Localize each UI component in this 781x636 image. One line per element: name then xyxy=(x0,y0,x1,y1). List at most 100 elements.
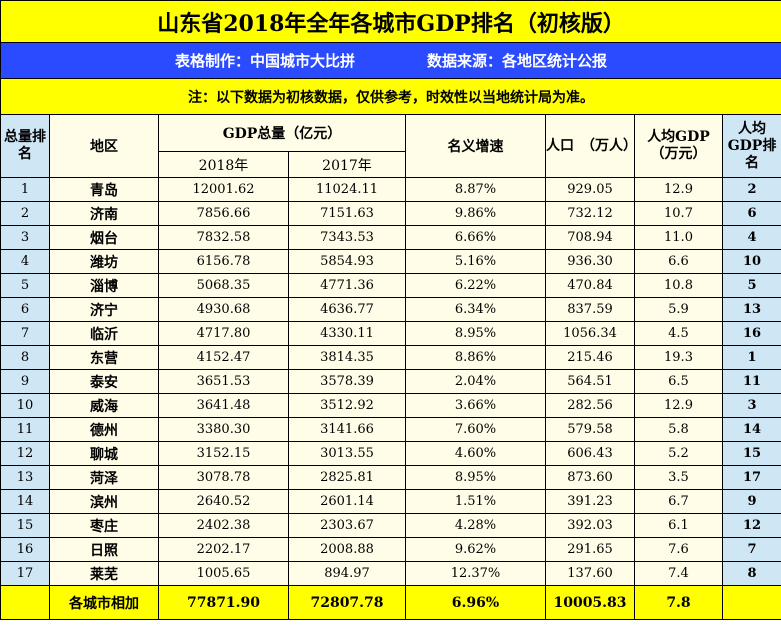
city-cell: 东营 xyxy=(49,345,159,370)
rank-cell: 14 xyxy=(0,489,50,514)
table-row: 2 济南 7856.66 7151.63 9.86% 732.12 10.7 6 xyxy=(0,201,781,226)
per-capita-rank-cell: 12 xyxy=(721,513,781,538)
rank-cell: 2 xyxy=(0,201,50,226)
rank-cell: 5 xyxy=(0,273,50,298)
population-cell: 470.84 xyxy=(545,273,635,298)
table-row: 12 聊城 3152.15 3013.55 4.60% 606.43 5.2 15 xyxy=(0,441,781,466)
total-label: 各城市相加 xyxy=(49,585,159,620)
rank-cell: 17 xyxy=(0,561,50,586)
per-capita-rank-cell: 4 xyxy=(721,225,781,250)
population-cell: 606.43 xyxy=(545,441,635,466)
per-capita-gdp-cell: 11.0 xyxy=(634,225,723,250)
city-cell: 日照 xyxy=(49,537,159,562)
growth-cell: 6.34% xyxy=(405,297,546,322)
population-cell: 708.94 xyxy=(545,225,635,250)
table-row: 16 日照 2202.17 2008.88 9.62% 291.65 7.6 7 xyxy=(0,537,781,562)
per-capita-gdp-cell: 12.9 xyxy=(634,177,723,202)
population-cell: 837.59 xyxy=(545,297,635,322)
per-capita-gdp-cell: 5.8 xyxy=(634,417,723,442)
gdp-2018-cell: 7832.58 xyxy=(158,225,289,250)
growth-cell: 1.51% xyxy=(405,489,546,514)
per-capita-rank-cell: 5 xyxy=(721,273,781,298)
table-maker: 表格制作：中国城市大比拼 xyxy=(175,52,356,70)
population-cell: 936.30 xyxy=(545,249,635,274)
growth-cell: 9.62% xyxy=(405,537,546,562)
gdp-2018-cell: 3152.15 xyxy=(158,441,289,466)
gdp-ranking-table: 山东省2018年全年各城市GDP排名（初核版） 表格制作：中国城市大比拼 数据来源… xyxy=(0,0,781,620)
growth-cell: 4.28% xyxy=(405,513,546,538)
gdp-2017-cell: 3814.35 xyxy=(288,345,406,370)
rank-cell: 11 xyxy=(0,417,50,442)
growth-cell: 2.04% xyxy=(405,369,546,394)
table-row: 5 淄博 5068.35 4771.36 6.22% 470.84 10.8 5 xyxy=(0,273,781,298)
table-row: 17 莱芜 1005.65 894.97 12.37% 137.60 7.4 8 xyxy=(0,561,781,586)
gdp-2017-cell: 5854.93 xyxy=(288,249,406,274)
total-gdp-2018: 77871.90 xyxy=(158,585,289,620)
table-row: 15 枣庄 2402.38 2303.67 4.28% 392.03 6.1 12 xyxy=(0,513,781,538)
table-row: 13 菏泽 3078.78 2825.81 8.95% 873.60 3.5 17 xyxy=(0,465,781,490)
rank-cell: 7 xyxy=(0,321,50,346)
table-row: 8 东营 4152.47 3814.35 8.86% 215.46 19.3 1 xyxy=(0,345,781,370)
gdp-2017-cell: 3578.39 xyxy=(288,369,406,394)
gdp-2017-cell: 2303.67 xyxy=(288,513,406,538)
growth-cell: 8.95% xyxy=(405,321,546,346)
gdp-2017-cell: 7343.53 xyxy=(288,225,406,250)
gdp-2017-cell: 2825.81 xyxy=(288,465,406,490)
per-capita-rank-cell: 11 xyxy=(721,369,781,394)
city-cell: 淄博 xyxy=(49,273,159,298)
disclaimer-note: 注：以下数据为初核数据，仅供参考，时效性以当地统计局为准。 xyxy=(0,78,781,115)
per-capita-rank-cell: 9 xyxy=(721,489,781,514)
population-cell: 579.58 xyxy=(545,417,635,442)
per-capita-gdp-cell: 7.6 xyxy=(634,537,723,562)
population-cell: 873.60 xyxy=(545,465,635,490)
per-capita-gdp-cell: 6.1 xyxy=(634,513,723,538)
city-cell: 威海 xyxy=(49,393,159,418)
gdp-2018-cell: 5068.35 xyxy=(158,273,289,298)
total-per-capita-gdp: 7.8 xyxy=(634,585,723,620)
per-capita-rank-cell: 15 xyxy=(721,441,781,466)
gdp-2018-cell: 12001.62 xyxy=(158,177,289,202)
population-cell: 291.65 xyxy=(545,537,635,562)
rank-cell: 10 xyxy=(0,393,50,418)
gdp-2018-cell: 4152.47 xyxy=(158,345,289,370)
header-growth: 名义增速 xyxy=(405,114,546,178)
population-cell: 215.46 xyxy=(545,345,635,370)
rank-cell: 6 xyxy=(0,297,50,322)
population-cell: 391.23 xyxy=(545,489,635,514)
population-cell: 137.60 xyxy=(545,561,635,586)
per-capita-gdp-cell: 10.7 xyxy=(634,201,723,226)
table-row: 11 德州 3380.30 3141.66 7.60% 579.58 5.8 14 xyxy=(0,417,781,442)
table-row: 1 青岛 12001.62 11024.11 8.87% 929.05 12.9 2 xyxy=(0,177,781,202)
gdp-2018-cell: 3641.48 xyxy=(158,393,289,418)
gdp-2018-cell: 3078.78 xyxy=(158,465,289,490)
city-cell: 济南 xyxy=(49,201,159,226)
per-capita-gdp-cell: 3.5 xyxy=(634,465,723,490)
growth-cell: 8.87% xyxy=(405,177,546,202)
growth-cell: 9.86% xyxy=(405,201,546,226)
table-row: 4 潍坊 6156.78 5854.93 5.16% 936.30 6.6 10 xyxy=(0,249,781,274)
gdp-2017-cell: 3512.92 xyxy=(288,393,406,418)
city-cell: 聊城 xyxy=(49,441,159,466)
city-cell: 临沂 xyxy=(49,321,159,346)
gdp-2018-cell: 6156.78 xyxy=(158,249,289,274)
city-cell: 枣庄 xyxy=(49,513,159,538)
header-gdp-total: GDP总量（亿元） xyxy=(158,114,406,152)
per-capita-gdp-cell: 5.9 xyxy=(634,297,723,322)
growth-cell: 6.22% xyxy=(405,273,546,298)
gdp-2018-cell: 2202.17 xyxy=(158,537,289,562)
per-capita-rank-cell: 8 xyxy=(721,561,781,586)
table-title: 山东省2018年全年各城市GDP排名（初核版） xyxy=(0,0,781,43)
city-cell: 莱芜 xyxy=(49,561,159,586)
gdp-2017-cell: 2008.88 xyxy=(288,537,406,562)
growth-cell: 8.86% xyxy=(405,345,546,370)
table-row: 3 烟台 7832.58 7343.53 6.66% 708.94 11.0 4 xyxy=(0,225,781,250)
gdp-2018-cell: 3380.30 xyxy=(158,417,289,442)
header-population: 人口 （万人） xyxy=(545,114,635,178)
per-capita-gdp-cell: 6.5 xyxy=(634,369,723,394)
per-capita-gdp-cell: 6.7 xyxy=(634,489,723,514)
per-capita-rank-cell: 7 xyxy=(721,537,781,562)
header-per-capita-rank: 人均GDP排名 xyxy=(721,114,781,178)
per-capita-rank-cell: 2 xyxy=(721,177,781,202)
city-cell: 潍坊 xyxy=(49,249,159,274)
rank-cell: 12 xyxy=(0,441,50,466)
